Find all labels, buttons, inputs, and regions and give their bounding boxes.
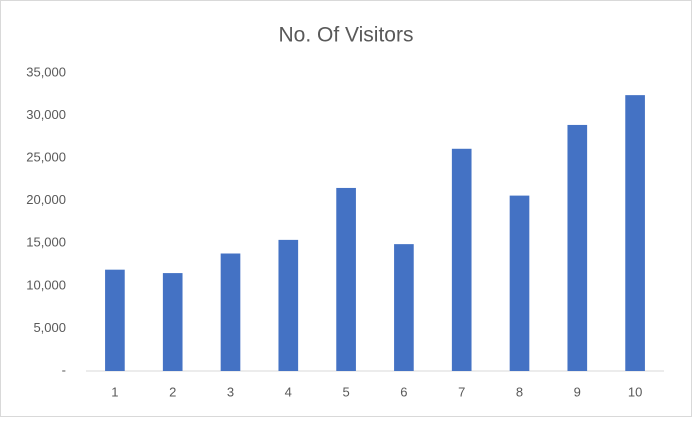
x-tick-label: 7: [458, 384, 465, 399]
y-tick-label: -: [62, 362, 66, 377]
y-tick-label: 15,000: [26, 235, 66, 250]
x-tick-label: 5: [342, 384, 349, 399]
y-tick-label: 10,000: [26, 277, 66, 292]
bar: [625, 95, 645, 371]
x-tick-label: 6: [400, 384, 407, 399]
y-tick-label: 30,000: [26, 107, 66, 122]
bar: [162, 273, 183, 371]
y-tick-label: 5,000: [33, 320, 66, 335]
x-tick-label: 9: [574, 384, 581, 399]
bar: [220, 253, 241, 371]
bar: [567, 124, 588, 372]
y-tick-label: 20,000: [26, 192, 66, 207]
x-tick-label: 10: [628, 384, 642, 399]
x-tick-label: 4: [285, 384, 292, 399]
bar: [451, 148, 472, 371]
bar: [336, 187, 356, 371]
bar: [105, 269, 125, 371]
x-tick-label: 3: [227, 384, 234, 399]
x-tick-label: 2: [169, 384, 176, 399]
bar: [509, 195, 530, 371]
x-tick-label: 1: [111, 384, 118, 399]
y-tick-label: 35,000: [26, 64, 66, 79]
y-tick-label: 25,000: [26, 150, 66, 165]
x-tick-label: 8: [516, 384, 523, 399]
chart-title: No. Of Visitors: [279, 24, 414, 47]
bar: [278, 239, 299, 371]
bar: [394, 244, 414, 371]
